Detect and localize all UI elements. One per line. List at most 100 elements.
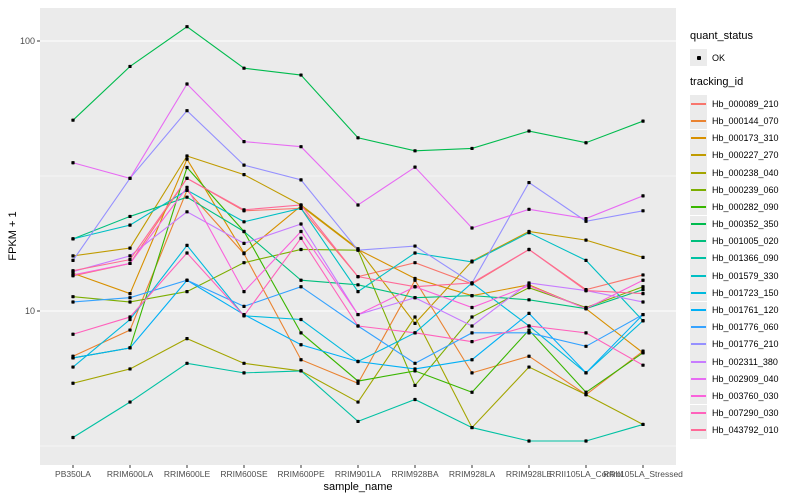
- data-point: [185, 157, 189, 161]
- data-point: [242, 289, 246, 294]
- legend-key-box: [690, 421, 707, 439]
- data-point: [641, 363, 645, 367]
- x-axis-title: sample_name: [323, 481, 393, 493]
- legend-line-icon: [691, 326, 706, 329]
- legend-key-box: [690, 95, 707, 113]
- data-point: [527, 439, 531, 443]
- legend-key-box: [690, 353, 707, 371]
- data-point: [470, 226, 474, 230]
- data-point: [128, 261, 132, 266]
- data-point: [527, 284, 531, 288]
- legend-key-box: [690, 284, 707, 302]
- data-point: [527, 247, 531, 252]
- data-point: [470, 294, 474, 298]
- data-point: [470, 425, 474, 430]
- data-point: [527, 298, 531, 302]
- legend-line-icon: [691, 137, 706, 140]
- data-point: [71, 356, 75, 360]
- data-point: [356, 312, 360, 317]
- data-point: [356, 136, 360, 140]
- data-point: [185, 25, 189, 29]
- legend-key-box: [690, 404, 707, 422]
- legend-item-label: Hb_001366_090: [712, 253, 779, 264]
- data-point: [584, 307, 588, 311]
- data-point: [584, 344, 588, 348]
- legend-line-icon: [691, 360, 706, 363]
- data-point: [356, 419, 360, 424]
- legend: quant_status OK tracking_id Hb_000089_21…: [690, 30, 800, 439]
- legend-line-icon: [691, 274, 706, 277]
- data-point: [413, 251, 417, 255]
- data-point: [584, 219, 588, 223]
- legend-line-icon: [691, 394, 706, 397]
- data-point: [527, 129, 531, 133]
- data-point: [128, 291, 132, 296]
- x-tick-label: RRIM600SE: [220, 469, 268, 479]
- data-point: [128, 258, 132, 262]
- data-point: [413, 321, 417, 325]
- legend-item-Hb_000173_310: Hb_000173_310: [690, 129, 800, 147]
- legend-line-icon: [691, 240, 706, 243]
- data-point: [641, 312, 645, 317]
- data-point: [470, 324, 474, 328]
- data-point: [641, 273, 645, 277]
- data-point: [242, 371, 246, 375]
- legend-key-box: [690, 112, 707, 130]
- legend-title-quant-status: quant_status: [690, 30, 753, 42]
- legend-line-icon: [691, 343, 706, 346]
- data-point: [299, 285, 303, 289]
- legend-item-label: Hb_001776_210: [712, 339, 779, 350]
- y-tick-label: 100: [19, 36, 35, 46]
- legend-item-Hb_001776_060: Hb_001776_060: [690, 318, 800, 336]
- legend-key-box: [690, 267, 707, 285]
- data-point: [356, 248, 360, 252]
- data-point: [185, 109, 189, 113]
- legend-item-Hb_002311_380: Hb_002311_380: [690, 353, 800, 371]
- legend-item-Hb_000144_070: Hb_000144_070: [690, 112, 800, 130]
- data-point: [71, 332, 75, 336]
- legend-key-box: [690, 335, 707, 353]
- data-point: [356, 283, 360, 287]
- x-tick-label: RRIM901LA: [334, 469, 382, 479]
- data-point: [71, 273, 75, 277]
- data-point: [299, 145, 303, 149]
- data-point: [641, 319, 645, 323]
- data-point: [242, 251, 246, 255]
- legend-item-Hb_001005_020: Hb_001005_020: [690, 232, 800, 250]
- data-point: [185, 361, 189, 365]
- data-point: [71, 258, 75, 262]
- x-tick-label: RRIM928LA: [448, 469, 496, 479]
- legend-item-Hb_001776_210: Hb_001776_210: [690, 335, 800, 353]
- legend-line-icon: [691, 377, 706, 380]
- legend-line-icon: [691, 188, 706, 191]
- x-tick-label: RRIM600LE: [163, 469, 211, 479]
- data-point: [413, 397, 417, 402]
- legend-item-label: Hb_003760_030: [712, 390, 779, 401]
- legend-line-icon: [691, 102, 706, 105]
- legend-item-label: Hb_002311_380: [712, 356, 778, 367]
- data-point: [299, 73, 303, 77]
- data-point: [470, 390, 474, 394]
- data-point: [299, 278, 303, 282]
- data-point: [584, 390, 588, 394]
- data-point: [584, 216, 588, 221]
- data-point: [242, 140, 246, 144]
- data-point: [413, 331, 417, 335]
- data-point: [128, 346, 132, 350]
- legend-key-box: [690, 249, 707, 267]
- point-icon: [696, 55, 701, 60]
- data-point: [584, 289, 588, 293]
- legend-key-box: [690, 164, 707, 182]
- data-point: [299, 317, 303, 322]
- data-point: [470, 371, 474, 375]
- legend-key-box: [690, 318, 707, 336]
- data-point: [71, 269, 75, 273]
- data-point: [527, 180, 531, 185]
- data-point: [641, 278, 645, 282]
- data-point: [185, 337, 189, 341]
- data-point: [641, 194, 645, 198]
- data-point: [641, 291, 645, 296]
- data-point: [527, 281, 531, 285]
